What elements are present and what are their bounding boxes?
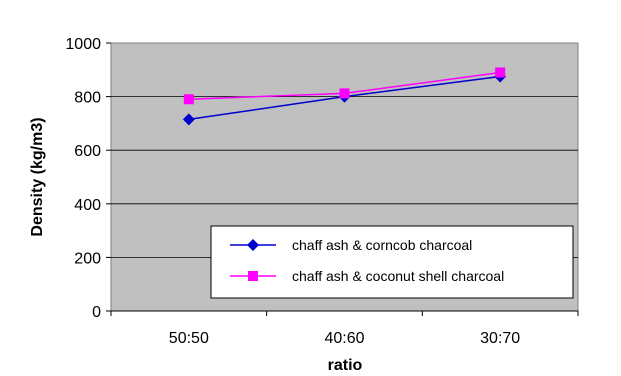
legend-label-corncob: chaff ash & corncob charcoal [292, 237, 472, 253]
legend: chaff ash & corncob charcoal chaff ash &… [210, 225, 574, 299]
y-tick-label-600: 600 [74, 143, 101, 160]
y-tick-label-0: 0 [92, 304, 101, 321]
series-1-point-0 [183, 94, 194, 105]
series-1-point-1 [339, 88, 350, 99]
y-axis-title: Density (kg/m3) [29, 117, 46, 236]
x-tick-label-0: 50:50 [169, 330, 209, 347]
legend-marker-coconut [248, 271, 258, 281]
x-tick-label-2: 30:70 [480, 330, 520, 347]
y-tick-label-800: 800 [74, 90, 101, 107]
x-axis-ticks: 50:50 40:60 30:70 [110, 310, 579, 347]
x-tick-label-1: 40:60 [324, 330, 364, 347]
series-group [182, 67, 507, 126]
legend-marker-corncob [247, 239, 259, 251]
y-tick-label-200: 200 [74, 250, 101, 267]
series-1-point-2 [495, 67, 506, 78]
series-0-point-0 [182, 113, 195, 126]
x-axis-title: ratio [328, 357, 363, 374]
legend-label-coconut: chaff ash & coconut shell charcoal [292, 268, 504, 284]
y-axis-ticks: 0 200 400 600 800 1000 [65, 36, 111, 321]
legend-box [210, 225, 574, 299]
y-tick-label-1000: 1000 [65, 36, 101, 53]
y-tick-label-400: 400 [74, 197, 101, 214]
